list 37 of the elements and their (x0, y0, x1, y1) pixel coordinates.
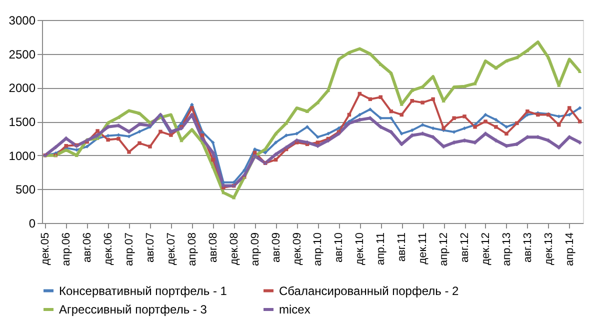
x-tick-label: авг.06 (82, 232, 94, 262)
legend-label: Сбалансированный порфель - 2 (279, 284, 460, 298)
x-tick-label: авг.10 (333, 232, 346, 262)
x-tick-label: апр.11 (375, 232, 388, 266)
x-tick-label: апр.07 (124, 232, 136, 266)
y-tick-label: 500 (15, 182, 36, 197)
x-tick-label: дек.12 (480, 232, 492, 266)
x-tick-label: апр.06 (60, 232, 73, 266)
x-tick-label: авг.11 (396, 232, 408, 262)
y-tick-label: 3000 (8, 14, 36, 28)
y-tick-label: 1000 (8, 148, 36, 163)
x-tick-label: дек.06 (102, 232, 115, 266)
x-tick-label: апр.10 (312, 232, 324, 266)
x-tick-label: дек.09 (291, 232, 304, 266)
x-tick-label: апр.12 (438, 232, 450, 266)
x-tick-label: апр.14 (564, 232, 576, 266)
x-tick-label: апр.08 (186, 232, 198, 266)
x-tick-label: авг.13 (522, 232, 534, 262)
x-tick-label: апр.09 (249, 232, 262, 266)
legend-label: micex (279, 302, 310, 316)
x-tick-label: авг.08 (207, 232, 220, 262)
x-tick-label: авг.07 (144, 232, 156, 262)
x-tick-label: дек.05 (40, 232, 52, 266)
x-tick-label: дек.07 (165, 232, 178, 266)
y-tick-label: 1500 (8, 115, 36, 129)
legend-label: Агрессивный портфель - 3 (59, 302, 208, 316)
y-tick-label: 2500 (8, 47, 36, 62)
x-tick-label: дек.08 (228, 232, 240, 266)
x-tick-label: дек.13 (542, 232, 555, 266)
y-tick-label: 0 (28, 216, 36, 230)
legend-label: Консервативный портфель - 1 (59, 284, 228, 298)
x-tick-label: авг.12 (459, 232, 472, 262)
x-tick-label: апр.13 (500, 232, 513, 266)
x-tick-label: дек.11 (417, 232, 430, 264)
y-tick-label: 2000 (8, 81, 36, 96)
x-tick-label: дек.10 (354, 232, 366, 266)
x-tick-label: авг.09 (270, 232, 282, 262)
